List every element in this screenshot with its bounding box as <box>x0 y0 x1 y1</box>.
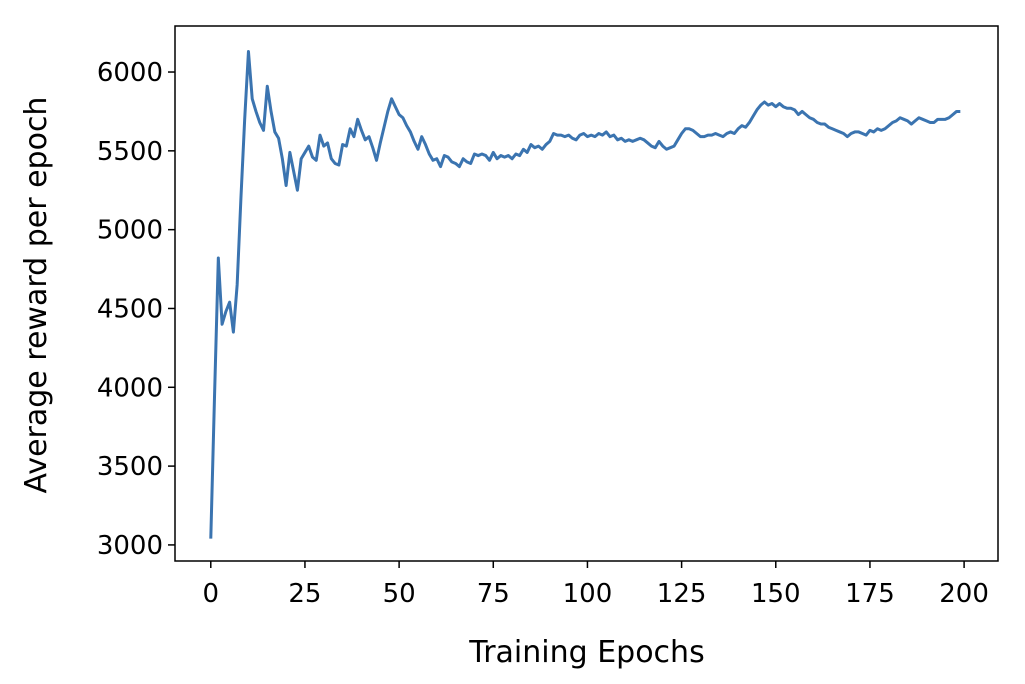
x-tick-label: 125 <box>657 579 707 609</box>
y-tick-label: 3000 <box>97 531 163 561</box>
x-tick-label: 75 <box>477 579 510 609</box>
y-tick-label: 5500 <box>97 137 163 167</box>
x-tick-label: 175 <box>845 579 895 609</box>
y-tick-label: 4500 <box>97 294 163 324</box>
x-tick-label: 200 <box>939 579 989 609</box>
x-tick-label: 25 <box>288 579 321 609</box>
plot-frame <box>174 25 999 562</box>
y-tick-label: 6000 <box>97 58 163 88</box>
y-tick-label: 5000 <box>97 216 163 246</box>
y-axis-label: Average reward per epoch <box>19 97 54 494</box>
x-tick-label: 100 <box>563 579 613 609</box>
y-tick-label: 3500 <box>97 452 163 482</box>
x-tick-label: 0 <box>203 579 220 609</box>
data-line <box>209 50 961 539</box>
y-tick-label: 4000 <box>97 373 163 403</box>
x-tick-label: 50 <box>383 579 416 609</box>
x-axis-label: Training Epochs <box>468 635 704 670</box>
x-tick-label: 150 <box>751 579 801 609</box>
